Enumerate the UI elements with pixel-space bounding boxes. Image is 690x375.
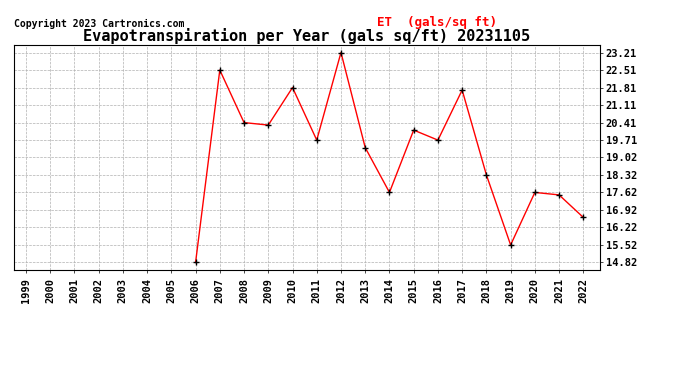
Title: Evapotranspiration per Year (gals sq/ft) 20231105: Evapotranspiration per Year (gals sq/ft)… [83, 28, 531, 44]
Text: ET  (gals/sq ft): ET (gals/sq ft) [377, 16, 497, 29]
Text: Copyright 2023 Cartronics.com: Copyright 2023 Cartronics.com [14, 19, 184, 29]
